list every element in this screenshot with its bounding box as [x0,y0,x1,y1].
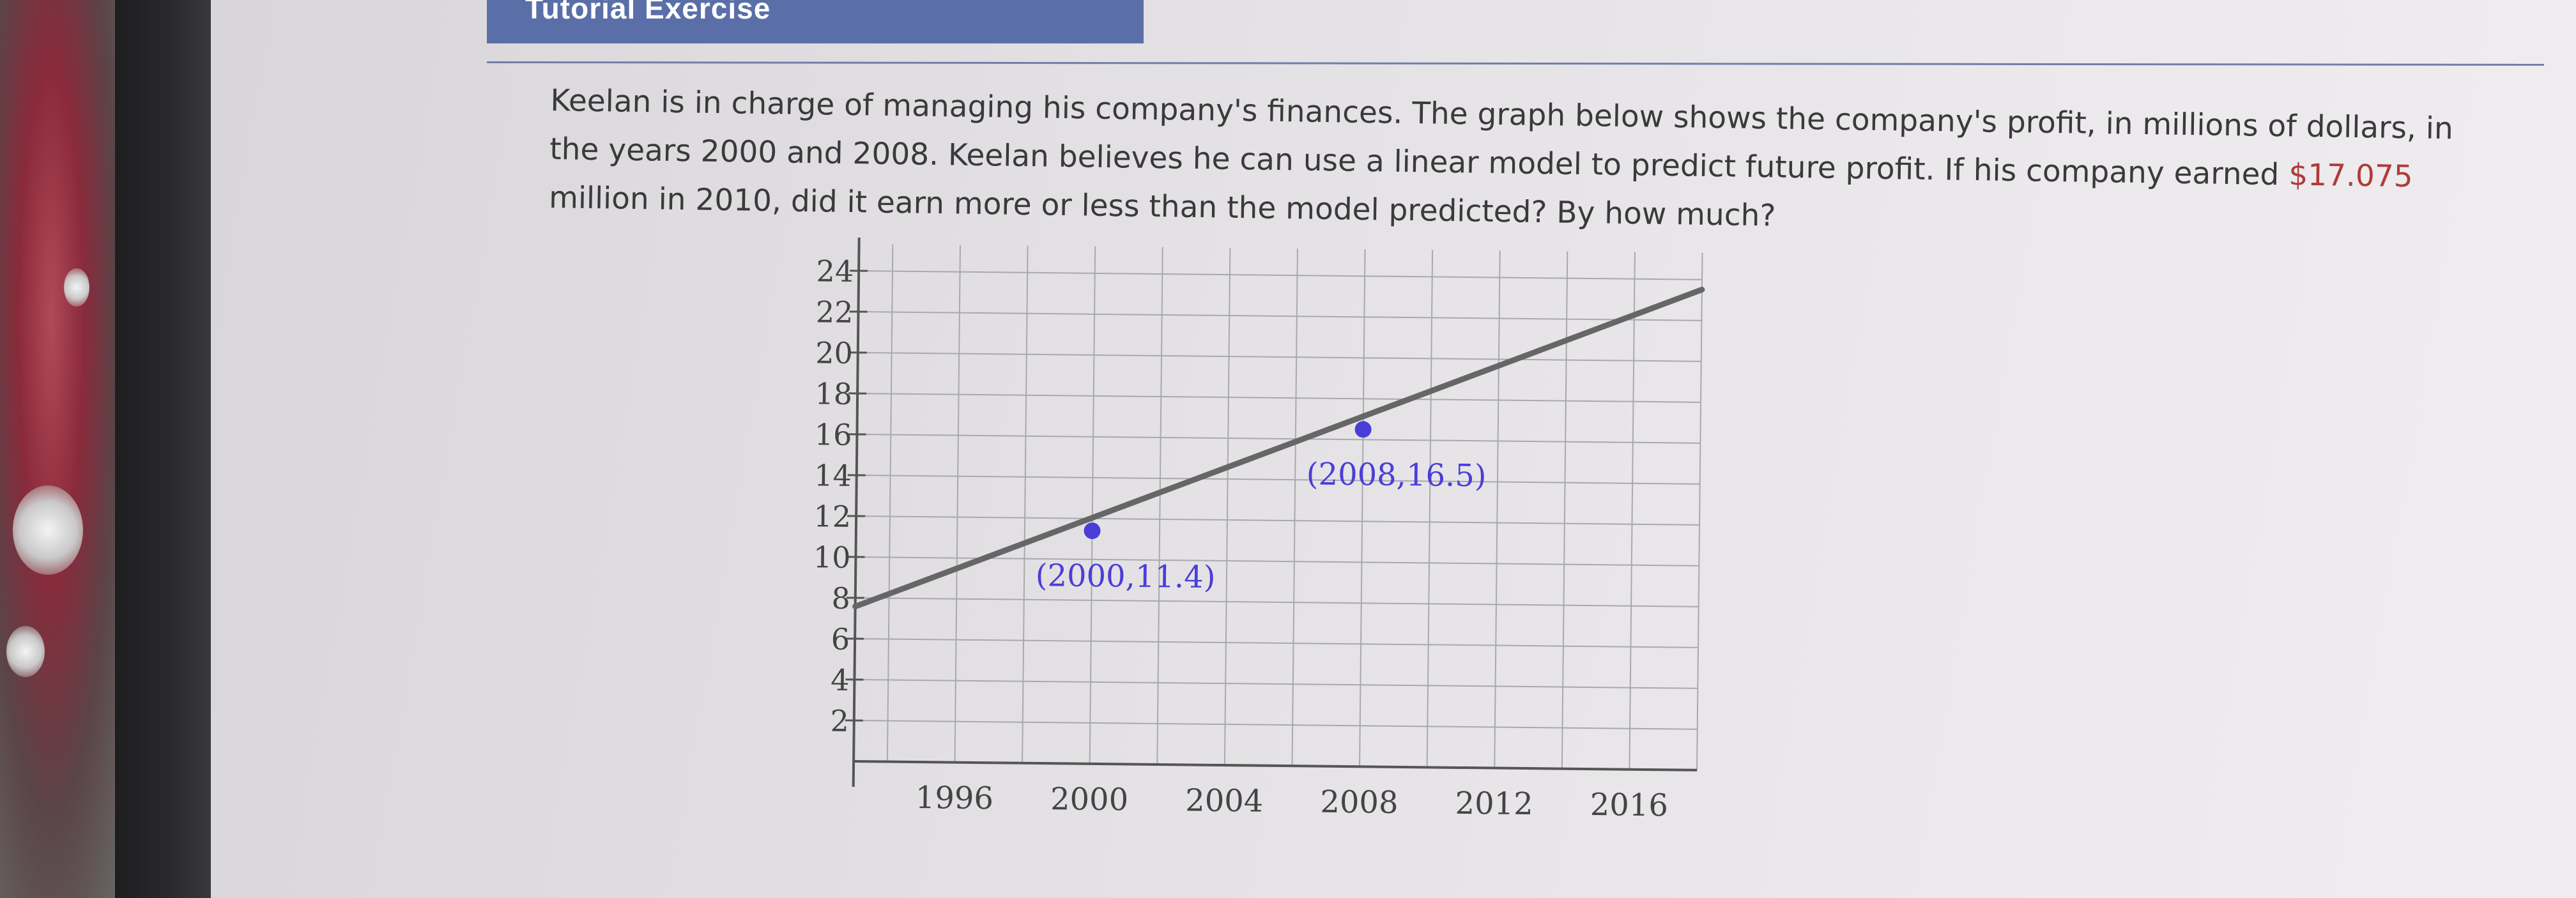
grid-line-vertical [1494,250,1501,768]
x-tick-label: 2012 [1455,786,1533,822]
y-tick-label: 16 [815,417,852,452]
y-tick-label: 20 [815,335,853,370]
y-tick-label: 8 [831,581,850,616]
glint [64,268,89,307]
grid-line-vertical [1696,252,1703,770]
grid-line-horizontal [854,678,1698,689]
grid-line-horizontal [856,475,1700,485]
y-tick-label: 6 [831,622,850,657]
grid-line-horizontal [855,597,1699,607]
monitor-bezel [115,0,211,898]
x-tick-label: 2016 [1590,787,1668,823]
grid-line-vertical [1291,248,1298,766]
grid-line-vertical [1223,248,1231,766]
grid-line-vertical [1629,252,1636,770]
grid-line-vertical [1156,247,1163,765]
y-tick-label: 24 [816,254,854,289]
grid-line-vertical [1359,249,1366,767]
grid-line-vertical [886,244,894,762]
x-axis [854,759,1698,772]
x-tick-label: 2008 [1320,784,1399,821]
y-axis [852,238,861,787]
data-point-label: (2000,11.4) [1035,558,1215,595]
grid-line-horizontal [855,637,1699,648]
grid-line-vertical [954,245,961,763]
y-tick-label: 4 [831,663,850,697]
grid-line-vertical [1089,246,1096,764]
y-tick-label: 10 [813,540,851,575]
grid-line-horizontal [857,393,1701,403]
screen-area [211,0,2576,898]
glint [6,626,45,677]
y-tick-label: 18 [815,376,852,411]
grid-line-vertical [1561,251,1568,769]
x-tick-label: 1996 [916,780,994,816]
header-title: Tutorial Exercise [525,0,771,25]
grid-line-horizontal [854,719,1698,730]
x-tick-label: 2000 [1050,781,1129,818]
grid-line-horizontal [856,515,1700,526]
glint [13,485,83,575]
data-point-label: (2008,16.5) [1307,456,1487,494]
data-point [1084,522,1101,540]
grid-line-horizontal [859,270,1703,280]
background-object [0,0,128,898]
y-tick-label: 12 [813,499,851,534]
y-tick-label: 22 [816,294,854,330]
trend-line [852,286,1705,610]
y-tick-label: 2 [830,704,849,738]
chart-series [852,286,1705,610]
grid-line-vertical [1022,245,1029,763]
y-tick-label: 14 [814,458,852,493]
chart-axes [852,238,1698,787]
chart-grid [854,244,1703,770]
grid-line-horizontal [857,434,1701,444]
chart-points: (2000,11.4) (2008,16.5) [1035,421,1487,595]
data-point [1354,421,1372,438]
x-tick-label: 2004 [1185,782,1264,819]
grid-line-horizontal [857,352,1701,362]
grid-line-horizontal [858,311,1702,321]
grid-line-horizontal [855,556,1699,567]
tutorial-exercise-header: Tutorial Exercise [487,0,1144,43]
grid-line-vertical [1426,250,1434,768]
